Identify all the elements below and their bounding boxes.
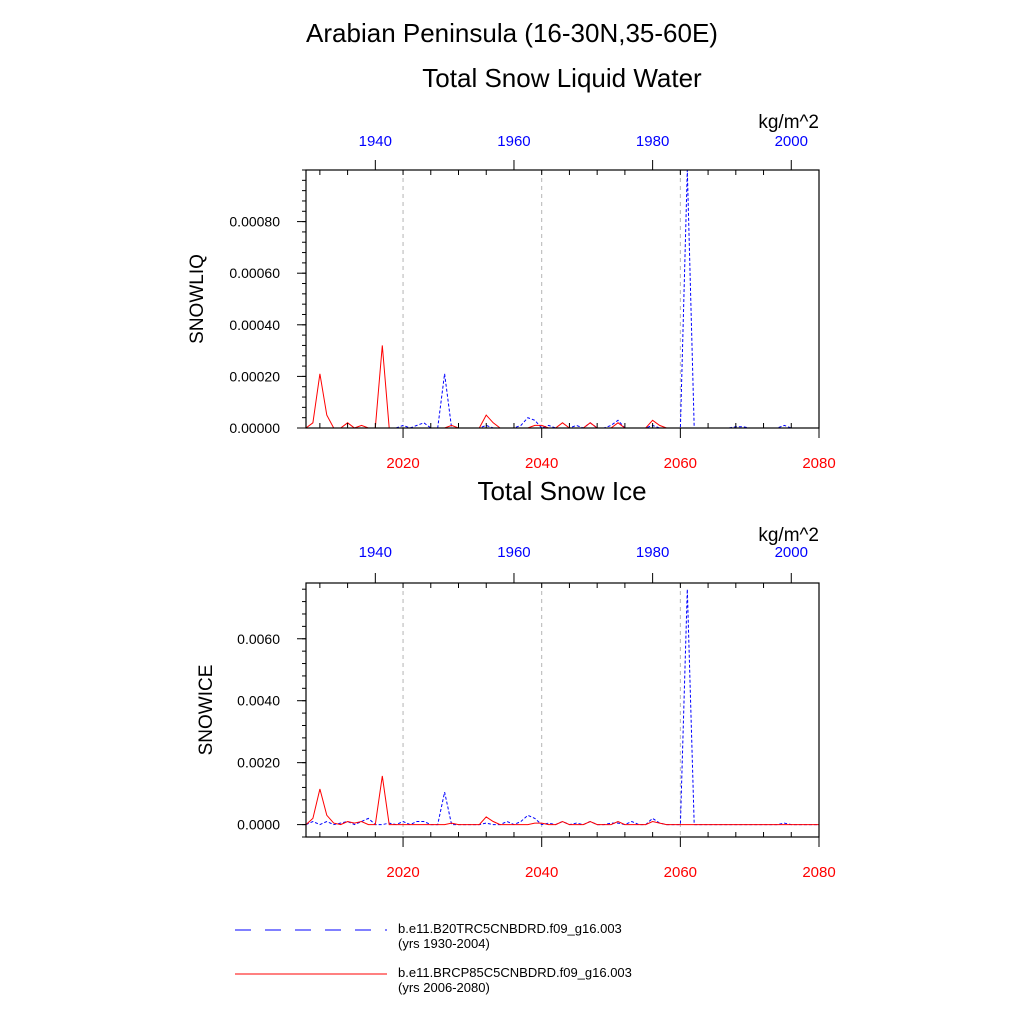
region-title-text: Arabian Peninsula (16-30N,35-60E) bbox=[306, 18, 718, 48]
y-axis-label-liq: SNOWLIQ bbox=[187, 254, 208, 344]
y-tick-label-ice-3: 0.0060 bbox=[237, 631, 280, 647]
top-tick-label-ice-1940: 1940 bbox=[359, 544, 392, 561]
bottom-tick-label-liq-2040: 2040 bbox=[525, 455, 558, 472]
top-tick-label-ice-1960: 1960 bbox=[497, 544, 530, 561]
series-line-ice-future bbox=[305, 775, 819, 826]
top-tick-label-liq-1960: 1960 bbox=[497, 133, 530, 150]
bottom-tick-label-liq-2060: 2060 bbox=[664, 455, 697, 472]
y-axis-label-ice: SNOWICE bbox=[196, 665, 217, 756]
y-tick-label-liq-1: 0.00020 bbox=[229, 368, 280, 384]
bottom-tick-label-liq-2080: 2080 bbox=[802, 455, 835, 472]
legend-label-historical: b.e11.B20TRC5CNBDRD.f09_g16.003 (yrs 193… bbox=[398, 921, 622, 951]
bottom-tick-label-ice-2080: 2080 bbox=[802, 864, 835, 881]
y-tick-label-liq-0: 0.00000 bbox=[229, 420, 280, 436]
top-tick-label-ice-2000: 2000 bbox=[775, 544, 808, 561]
series-line-liq-historical bbox=[306, 169, 819, 429]
top-tick-label-ice-1980: 1980 bbox=[636, 544, 669, 561]
chart-title-ice: Total Snow Ice bbox=[477, 476, 646, 506]
bottom-tick-label-ice-2020: 2020 bbox=[386, 864, 419, 881]
bottom-tick-label-ice-2040: 2040 bbox=[525, 864, 558, 881]
page-title: Arabian Peninsula (16-30N,35-60E) bbox=[0, 18, 1024, 49]
plot-frame-liq bbox=[305, 169, 820, 429]
legend-label-future: b.e11.BRCP85C5CNBDRD.f09_g16.003 (yrs 20… bbox=[398, 965, 632, 995]
top-tick-label-liq-1940: 1940 bbox=[359, 133, 392, 150]
chart-title-liq: Total Snow Liquid Water bbox=[422, 63, 702, 93]
y-tick-label-liq-3: 0.00060 bbox=[229, 265, 280, 281]
y-tick-label-liq-4: 0.00080 bbox=[229, 214, 280, 230]
units-label-liq: kg/m^2 bbox=[758, 112, 819, 133]
series-line-ice-historical bbox=[305, 589, 819, 826]
units-label-ice: kg/m^2 bbox=[758, 525, 819, 546]
top-tick-label-liq-2000: 2000 bbox=[775, 133, 808, 150]
y-tick-label-ice-0: 0.0000 bbox=[237, 817, 280, 833]
y-tick-label-ice-2: 0.0040 bbox=[237, 693, 280, 709]
top-tick-label-liq-1980: 1980 bbox=[636, 133, 669, 150]
plot-frame-ice bbox=[305, 582, 820, 838]
bottom-tick-label-liq-2020: 2020 bbox=[386, 455, 419, 472]
legend-swatch-dashed bbox=[235, 929, 387, 931]
y-tick-label-liq-2: 0.00040 bbox=[229, 317, 280, 333]
bottom-tick-label-ice-2060: 2060 bbox=[664, 864, 697, 881]
y-tick-label-ice-1: 0.0020 bbox=[237, 755, 280, 771]
series-line-liq-future bbox=[305, 345, 819, 429]
legend-swatch-solid bbox=[235, 973, 387, 975]
